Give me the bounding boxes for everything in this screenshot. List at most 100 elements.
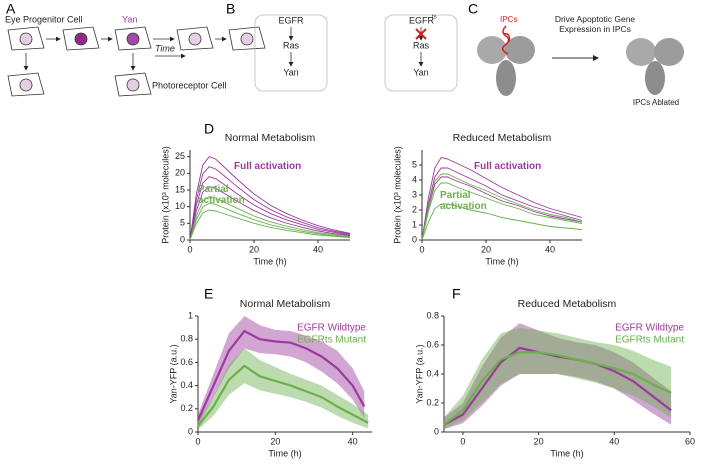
annotation-box: Partial activation <box>440 190 487 212</box>
y-tick-label: 0 <box>180 234 185 244</box>
y-tick-label: 15 <box>175 184 185 194</box>
x-tick-label: 20 <box>534 436 544 446</box>
panel-label: E <box>204 286 213 302</box>
error-band <box>198 316 365 427</box>
panel-label: D <box>204 121 214 137</box>
line <box>189 186 351 241</box>
y-tick-label: 0.4 <box>180 380 193 390</box>
x-tick-label: 0 <box>195 436 200 446</box>
line <box>443 346 672 426</box>
y-axis-label: Protein (x10³ molecules) <box>160 146 170 244</box>
line <box>189 202 351 241</box>
annotation-box: Partial activation <box>198 184 245 206</box>
line <box>421 173 583 241</box>
line <box>421 203 583 241</box>
note-box: Drive Apoptotic Gene Expression in IPCs <box>554 14 636 34</box>
y-tick-label: 10 <box>175 201 185 211</box>
annotation: Full activation <box>474 161 542 172</box>
line <box>443 351 672 426</box>
y-tick-label: 0 <box>188 426 193 436</box>
x-tick-label: 0 <box>460 436 465 446</box>
y-tick-label: 25 <box>175 151 185 161</box>
text: Ras <box>413 40 430 50</box>
text: EGFR <box>278 15 304 25</box>
text: Eye Progenitor Cell <box>5 14 83 24</box>
annotation: Partial activation <box>440 190 487 212</box>
text: Yan <box>122 14 137 24</box>
text: Photoreceptor Cell <box>152 80 227 90</box>
line <box>189 196 351 241</box>
panel-label: F <box>452 286 461 302</box>
x-tick-label: 0 <box>187 244 192 254</box>
y-axis-label: Yan-YFP (a.u.) <box>168 344 178 403</box>
chart-title: Normal Metabolism <box>225 132 316 144</box>
x-tick-label: 0 <box>419 244 424 254</box>
text: EGFR <box>409 15 435 25</box>
x-tick-label: 20 <box>270 436 280 446</box>
x-tick-label: 20 <box>481 244 491 254</box>
chart-title: Reduced Metabolism <box>518 298 617 310</box>
y-tick-label: 3 <box>412 189 417 199</box>
y-tick-label: 5 <box>412 159 417 169</box>
panel-label: A <box>6 1 16 17</box>
y-tick-label: 0.8 <box>426 310 439 320</box>
chart-title: Reduced Metabolism <box>453 132 552 144</box>
legend-label: EGFRts Mutant <box>615 335 684 346</box>
legend-label: EGFR Wildtype <box>297 323 366 334</box>
x-axis-label: Time (h) <box>268 448 301 458</box>
y-axis-label: Protein (x10³ molecules) <box>392 146 402 244</box>
panel-label: C <box>468 1 478 17</box>
text: ts <box>432 15 437 21</box>
annotation: Full activation <box>234 161 302 172</box>
text: Yan <box>413 67 428 77</box>
y-axis-label: Yan-YFP (a.u.) <box>414 344 424 403</box>
text: Ras <box>283 40 300 50</box>
error-band <box>444 323 672 430</box>
text: Drive Apoptotic Gene Expression in IPCs <box>554 14 636 34</box>
legend-label: EGFRts Mutant <box>297 335 366 346</box>
text: IPCs <box>500 15 517 24</box>
y-tick-label: 0.6 <box>426 339 439 349</box>
x-axis-label: Time (h) <box>550 448 583 458</box>
line <box>196 329 366 421</box>
panel-b <box>254 14 458 92</box>
x-axis-label: Time (h) <box>253 256 286 266</box>
y-tick-label: 20 <box>175 168 185 178</box>
legend-label: EGFR Wildtype <box>615 323 684 334</box>
text: Time <box>155 43 175 53</box>
x-tick-label: 20 <box>249 244 259 254</box>
annotation-box: Full activation <box>474 161 542 172</box>
y-tick-label: 0.2 <box>180 403 193 413</box>
y-tick-label: 5 <box>180 218 185 228</box>
x-tick-label: 40 <box>313 244 323 254</box>
panel-c <box>477 25 684 96</box>
y-tick-label: 0.8 <box>180 334 193 344</box>
x-axis-label: Time (h) <box>485 256 518 266</box>
line <box>421 176 583 241</box>
line <box>189 176 351 241</box>
y-tick-label: 1 <box>412 219 417 229</box>
annotation: Partial activation <box>198 184 245 206</box>
y-tick-label: 0.2 <box>426 397 439 407</box>
error-band <box>444 327 672 430</box>
y-tick-label: 1 <box>188 310 193 320</box>
y-tick-label: 0 <box>434 426 439 436</box>
x-tick-label: 60 <box>685 436 695 446</box>
y-tick-label: 4 <box>412 174 417 184</box>
y-tick-label: 0.6 <box>180 357 193 367</box>
line <box>189 209 351 241</box>
line <box>197 364 369 427</box>
y-tick-label: 0 <box>412 234 417 244</box>
line <box>421 156 583 241</box>
x-tick-label: 40 <box>609 436 619 446</box>
line <box>189 156 351 241</box>
panel-label: B <box>226 1 235 17</box>
chart-title: Normal Metabolism <box>240 298 331 310</box>
x-tick-label: 40 <box>348 436 358 446</box>
text: Yan <box>283 67 298 77</box>
y-tick-label: 2 <box>412 204 417 214</box>
line <box>421 167 583 241</box>
y-tick-label: 0.4 <box>426 368 439 378</box>
line <box>421 182 583 241</box>
